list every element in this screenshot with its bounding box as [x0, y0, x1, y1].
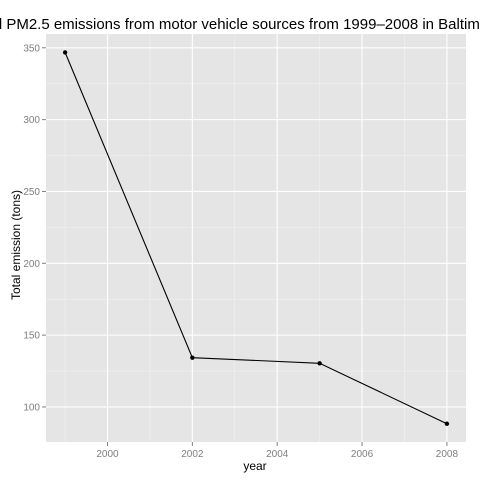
- x-tick-label: 2006: [351, 449, 374, 460]
- y-tick-label: 200: [23, 259, 40, 270]
- y-tick-label: 250: [23, 187, 40, 198]
- data-point: [317, 361, 322, 366]
- y-tick-label: 150: [23, 331, 40, 342]
- series-line: [64, 52, 448, 425]
- y-tick-label: 350: [23, 43, 40, 54]
- axis-ticks: [42, 47, 448, 446]
- plot-panel: [46, 34, 466, 442]
- x-tick-label: 2004: [266, 449, 289, 460]
- data-point: [444, 421, 450, 426]
- major-gridlines: [46, 34, 466, 442]
- x-axis-title: year: [243, 459, 266, 473]
- x-tick-label: 2008: [436, 449, 459, 460]
- chart-title: Total PM2.5 emissions from motor vehicle…: [0, 16, 480, 33]
- data-point: [62, 50, 68, 55]
- y-axis-tick-labels: 100 150 200 250 300 350: [23, 43, 40, 413]
- minor-gridlines: [46, 34, 466, 442]
- series-group: [62, 50, 450, 426]
- y-tick-label: 300: [23, 115, 40, 126]
- y-tick-label: 100: [23, 402, 40, 413]
- x-axis-tick-labels: 2000 2002 2004 2006 2008: [96, 449, 458, 460]
- y-axis-title: Total emission (tons): [9, 190, 23, 300]
- x-tick-label: 2000: [96, 449, 119, 460]
- x-tick-label: 2002: [181, 449, 204, 460]
- data-point: [190, 355, 195, 360]
